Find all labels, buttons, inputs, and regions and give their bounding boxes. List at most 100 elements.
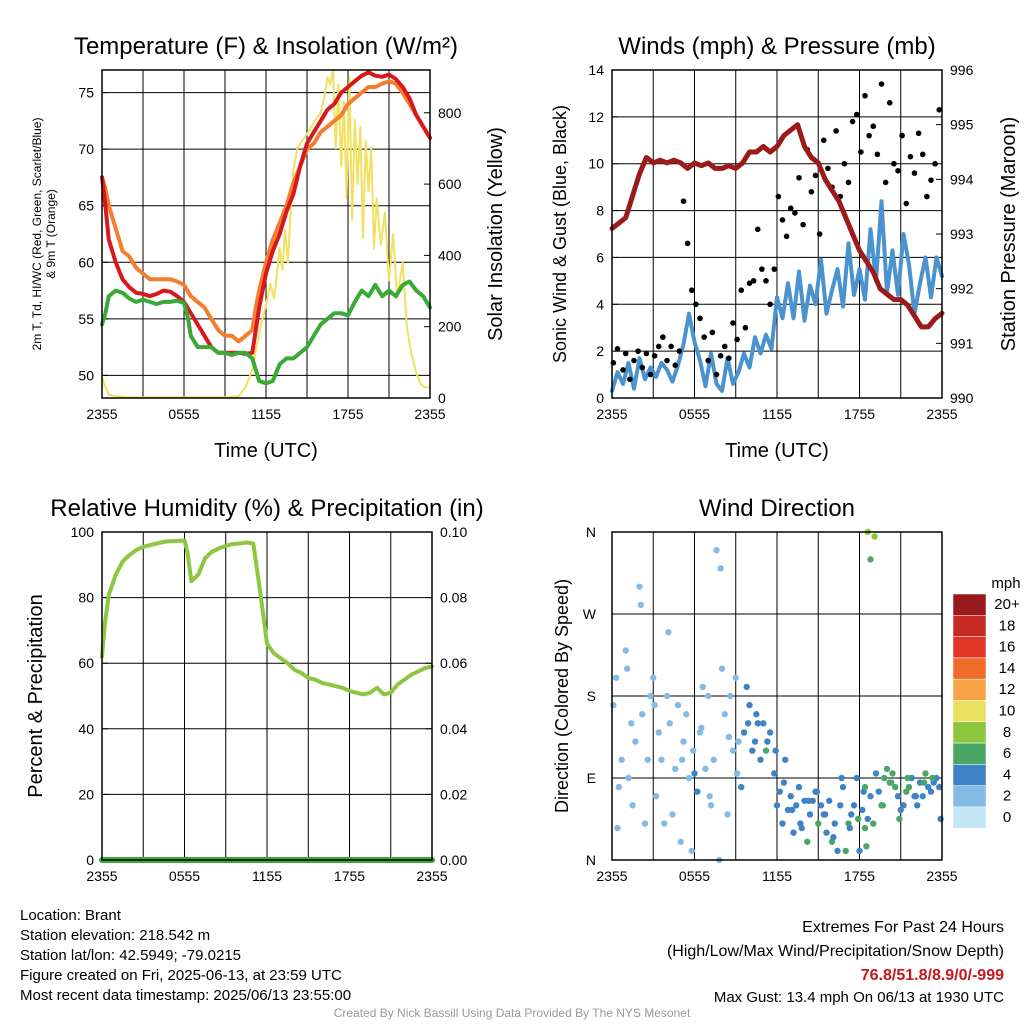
wind-y2label: Station Pressure (Maroon)	[998, 117, 1020, 352]
rh-xtick-label: 0555	[169, 868, 200, 884]
rh-y2tick-label: 0.04	[440, 721, 467, 737]
wind-gust-point	[697, 315, 703, 322]
wdir-title: Wind Direction	[699, 495, 855, 522]
wdir-point	[685, 774, 693, 782]
speed-legend-swatch	[952, 721, 987, 744]
wdir-point	[937, 815, 944, 823]
extremes-title: Extremes For Past 24 Hours	[802, 919, 1004, 936]
speed-legend-label: 4	[1003, 766, 1011, 783]
wind-gust-point	[660, 334, 666, 340]
credit-line: Created By Nick Bassill Using Data Provi…	[333, 1006, 691, 1020]
temp-xtick-label: 0555	[168, 406, 199, 422]
wdir-point	[839, 783, 847, 791]
speed-legend-swatch	[952, 806, 987, 829]
wind-y2tick-label: 992	[950, 281, 974, 297]
speed-legend-label: 6	[1003, 745, 1011, 762]
rh-plot-border	[101, 531, 433, 861]
wdir-point	[636, 583, 643, 590]
temp-ytick-label: 75	[78, 85, 94, 101]
wdir-point	[706, 793, 713, 800]
wdir-point	[647, 692, 654, 700]
wdir-ytick-label: E	[587, 770, 596, 786]
wdir-point	[793, 802, 800, 809]
wind-gust-point	[919, 151, 926, 158]
wdir-xtick-label: 2355	[596, 868, 627, 884]
wind-gust-point	[639, 364, 646, 371]
wdir-point	[861, 824, 869, 832]
wind-gust-point	[833, 128, 839, 134]
wdir-point	[735, 738, 742, 745]
wind-xlabel: Time (UTC)	[725, 440, 829, 462]
wdir-point	[787, 793, 794, 800]
wdir-point	[776, 788, 783, 795]
wdir-point	[850, 802, 858, 809]
wdir-point	[892, 783, 899, 791]
wdir-point	[683, 711, 690, 718]
wdir-point	[936, 783, 943, 791]
wdir-point	[650, 674, 657, 681]
extremes-subtitle: (High/Low/Max Wind/Precipitation/Snow De…	[666, 943, 1004, 960]
wdir-point	[651, 701, 658, 709]
temp-series-9m-t	[100, 79, 432, 344]
wdir-point	[694, 788, 701, 795]
wind-gust-point	[684, 240, 691, 247]
wdir-point	[702, 765, 709, 773]
wind-gust-point	[746, 280, 753, 287]
rh-xtick-label: 2355	[86, 868, 117, 884]
wdir-point	[744, 720, 752, 727]
wdir-point	[815, 820, 822, 827]
wdir-point	[875, 788, 882, 795]
wind-gust-point	[895, 167, 901, 174]
wind-ytick-label: 12	[588, 109, 604, 125]
wdir-ylabel: Direction (Colored By Speed)	[552, 579, 572, 813]
station-elevation: Station elevation: 218.542 m	[20, 927, 211, 944]
wind-gust-point	[705, 357, 712, 364]
wdir-point	[838, 774, 845, 782]
wdir-point	[672, 765, 679, 773]
wdir-xtick-label: 1155	[762, 868, 792, 884]
wdir-point	[881, 774, 888, 782]
wind-gust-point	[647, 371, 654, 378]
speed-legend-title: mph	[991, 575, 1020, 592]
wind-gust-point	[796, 174, 802, 181]
wdir-point	[688, 847, 695, 855]
wdir-point	[854, 815, 862, 823]
speed-legend-label: 0	[1003, 809, 1011, 826]
wind-gust-point	[874, 151, 881, 158]
figure-created: Figure created on Fri, 2025-06-13, at 23…	[20, 967, 342, 984]
wdir-point	[771, 770, 778, 777]
rh-y2tick-label: 0.00	[440, 852, 467, 868]
wind-gust-point	[771, 266, 778, 272]
wind-gust-point	[808, 189, 815, 195]
speed-legend-swatch	[952, 764, 987, 786]
wind-gust-point	[787, 205, 794, 212]
wind-gust-point	[664, 357, 670, 364]
wdir-point	[900, 802, 907, 809]
wdir-point	[823, 829, 830, 836]
speed-legend-swatch	[952, 593, 987, 616]
wind-gust-point	[763, 278, 769, 284]
wind-ytick-label: 6	[596, 249, 604, 265]
wdir-point	[764, 738, 771, 745]
wdir-point	[887, 779, 895, 786]
wdir-point	[632, 738, 639, 745]
wdir-xtick-label: 0555	[679, 868, 710, 884]
rh-ytick-label: 20	[78, 786, 94, 802]
rh-ylabel: Percent & Precipitation	[25, 594, 47, 797]
speed-legend-swatch	[952, 636, 987, 659]
wind-gust-point	[858, 149, 864, 155]
speed-legend-label: 20+	[994, 596, 1020, 613]
wind-gust-point	[775, 193, 782, 200]
wdir-point	[740, 729, 748, 736]
wind-gust-point	[849, 118, 856, 125]
wdir-point	[817, 802, 825, 809]
wdir-point	[826, 797, 833, 804]
wdir-point	[699, 683, 706, 691]
wind-xtick-label: 2355	[596, 406, 627, 422]
wdir-point	[842, 847, 849, 855]
temp-xtick-label: 1155	[251, 406, 281, 422]
speed-legend-label: 18	[999, 617, 1016, 634]
wdir-point	[894, 793, 902, 800]
speed-legend-label: 2	[1003, 788, 1011, 805]
temp-ytick-label: 65	[78, 198, 94, 214]
